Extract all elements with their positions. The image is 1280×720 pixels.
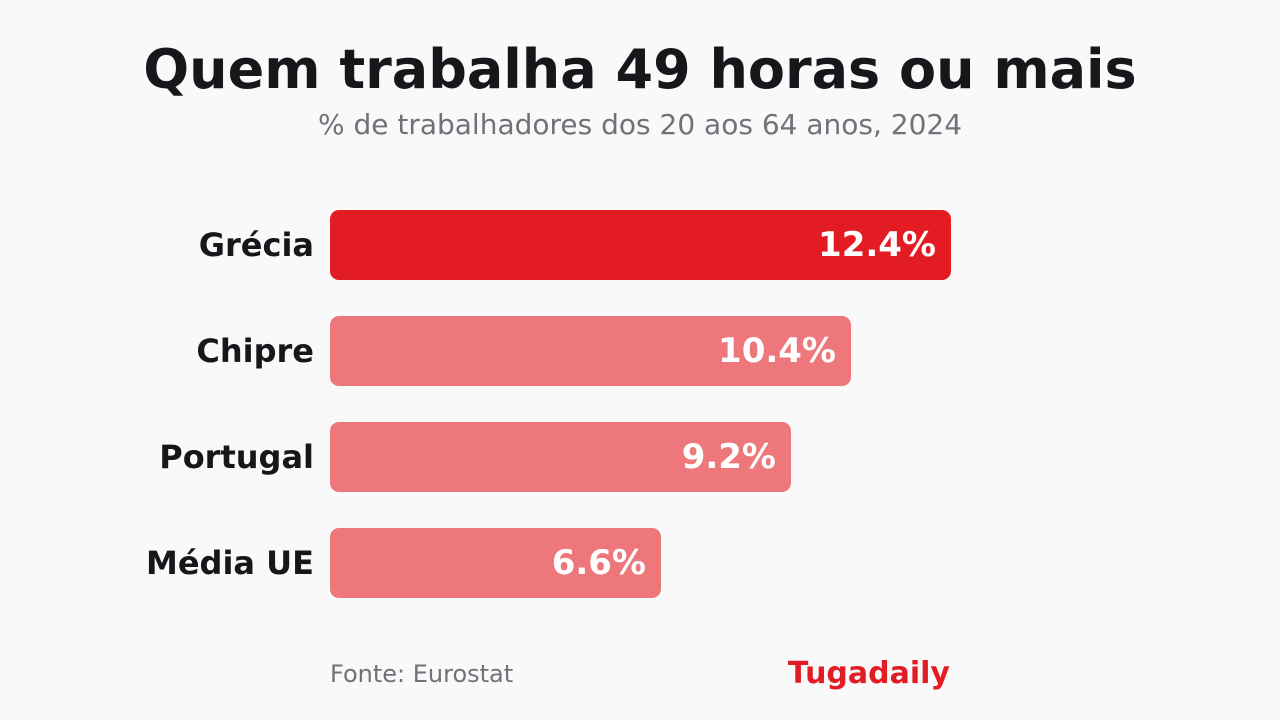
source-label: Fonte: Eurostat bbox=[330, 660, 514, 688]
bar: 9.2% bbox=[330, 422, 791, 492]
bar-category-label: Grécia bbox=[198, 226, 314, 264]
bar-value-label: 9.2% bbox=[681, 437, 776, 477]
brand-logo-text: Tugadaily bbox=[787, 656, 950, 691]
bar-value-label: 6.6% bbox=[551, 543, 646, 583]
bar-category-label: Portugal bbox=[159, 438, 314, 476]
bar: 10.4% bbox=[330, 316, 851, 386]
bar-value-label: 12.4% bbox=[818, 225, 936, 265]
bar-category-label: Chipre bbox=[196, 332, 314, 370]
chart-subtitle: % de trabalhadores dos 20 aos 64 anos, 2… bbox=[317, 108, 963, 141]
bar: 12.4% bbox=[330, 210, 951, 280]
bar-category-label: Média UE bbox=[146, 544, 314, 582]
bar: 6.6% bbox=[330, 528, 661, 598]
bar-value-label: 10.4% bbox=[718, 331, 836, 371]
chart-title: Quem trabalha 49 horas ou mais bbox=[143, 38, 1137, 101]
